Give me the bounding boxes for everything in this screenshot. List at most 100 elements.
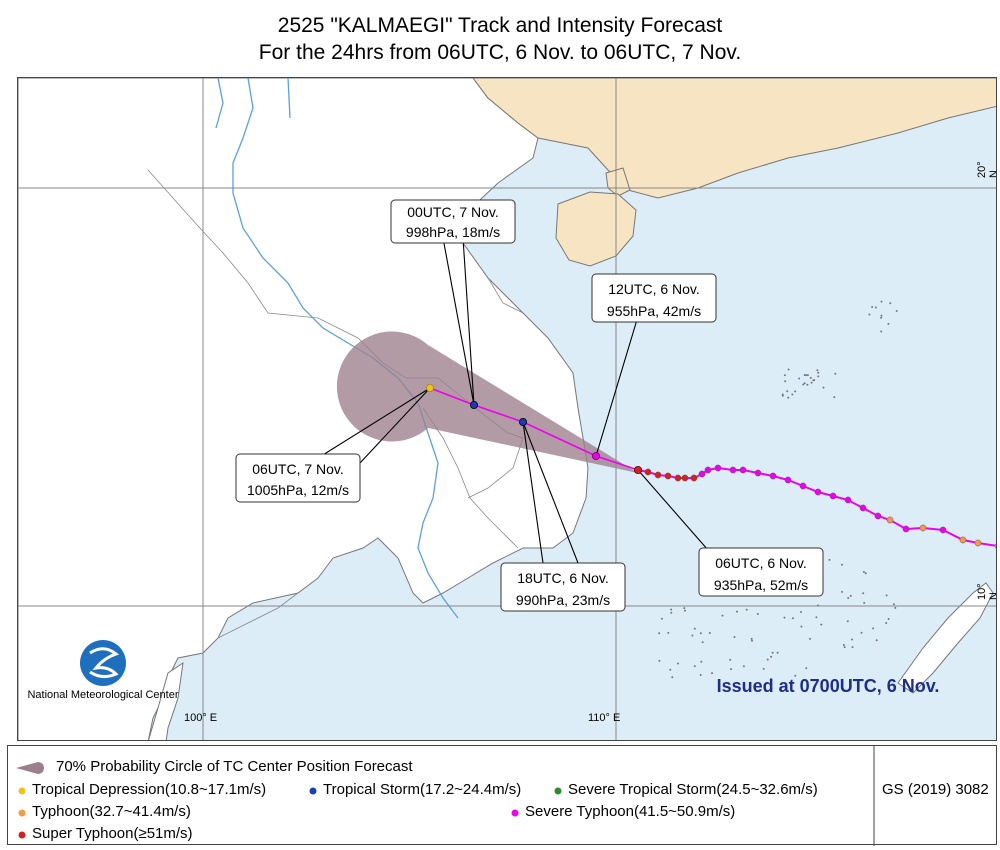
past-track-dot xyxy=(994,543,996,549)
callout-06utc-6nov[interactable]: 06UTC, 6 Nov. 935hPa, 52m/s xyxy=(698,547,824,597)
logo-org-text: National Meteorological Center xyxy=(27,689,178,701)
legend-probability-icon xyxy=(16,762,44,774)
island-dot xyxy=(847,597,850,599)
island-dot xyxy=(671,676,674,679)
island-dot xyxy=(842,644,845,646)
island-dot xyxy=(670,608,673,611)
legend-sty-icon xyxy=(511,809,519,817)
past-track-dot xyxy=(814,488,822,496)
island-dot xyxy=(885,594,888,597)
svg-text:00UTC, 7 Nov.: 00UTC, 7 Nov. xyxy=(407,204,499,220)
island-dot xyxy=(660,617,663,620)
island-dot xyxy=(787,396,790,399)
island-dot xyxy=(851,646,854,649)
callout-12utc-6nov[interactable]: 12UTC, 6 Nov. 955hPa, 42m/s xyxy=(591,273,717,323)
svg-text:12UTC, 6 Nov.: 12UTC, 6 Nov. xyxy=(608,281,700,297)
island-dot xyxy=(699,632,702,635)
island-dot xyxy=(815,616,818,619)
island-dot xyxy=(708,632,711,634)
past-track-dot xyxy=(654,471,662,479)
island-dot xyxy=(729,658,732,661)
island-dot xyxy=(871,306,874,308)
issued-time: Issued at 0700UTC, 6 Nov. xyxy=(717,676,940,696)
legend-td-icon xyxy=(18,787,26,795)
island-dot xyxy=(783,616,786,619)
island-dot xyxy=(802,383,805,386)
island-dot xyxy=(711,672,713,675)
island-dot xyxy=(701,641,704,644)
forecast-map[interactable]: 06UTC, 7 Nov. 1005hPa, 12m/s 00UTC, 7 No… xyxy=(17,77,997,741)
island-dot xyxy=(658,659,661,662)
island-dot xyxy=(691,634,694,637)
past-track-dot xyxy=(902,525,910,533)
legend-td-label: Tropical Depression(10.8~17.1m/s) xyxy=(32,781,267,798)
past-track-dot xyxy=(959,536,967,544)
island-dot xyxy=(742,665,745,668)
island-dot xyxy=(733,636,736,638)
island-dot xyxy=(670,611,673,614)
past-track-dot xyxy=(681,474,689,482)
island-dot xyxy=(841,563,843,566)
island-dot xyxy=(887,618,890,620)
island-dot xyxy=(683,607,686,610)
island-dot xyxy=(887,322,890,325)
svg-text:935hPa, 52m/s: 935hPa, 52m/s xyxy=(714,577,808,593)
island-dot xyxy=(841,590,843,593)
island-dot xyxy=(846,620,849,623)
island-dot xyxy=(787,368,790,371)
land-leizhou xyxy=(605,167,631,197)
legend-ts-label: Tropical Storm(17.2~24.4m/s) xyxy=(323,781,522,798)
probability-cone[interactable] xyxy=(336,331,638,474)
fc-point-06utc-7nov xyxy=(425,383,434,392)
past-track-dot xyxy=(690,474,698,482)
island-dot xyxy=(800,625,803,628)
past-track-dot xyxy=(784,476,792,484)
island-dot xyxy=(693,627,696,630)
past-track-dot xyxy=(886,516,894,524)
land-peninsula xyxy=(148,661,184,740)
island-dot xyxy=(745,608,748,611)
island-dot xyxy=(751,639,753,642)
svg-text:990hPa, 23m/s: 990hPa, 23m/s xyxy=(516,592,610,608)
legend-super-icon xyxy=(18,831,26,839)
svg-text:18UTC, 6 Nov.: 18UTC, 6 Nov. xyxy=(517,570,609,586)
past-track-dot xyxy=(714,464,722,472)
land-palawan xyxy=(897,582,994,694)
lat-label-20: 20° N xyxy=(976,161,996,178)
fc-point-18utc-6nov xyxy=(518,417,527,426)
fc-point-00utc-7nov xyxy=(469,400,478,409)
past-track-dot xyxy=(859,504,867,512)
svg-text:06UTC, 7 Nov.: 06UTC, 7 Nov. xyxy=(252,461,344,477)
callout-00utc-7nov[interactable]: 00UTC, 7 Nov. 998hPa, 18m/s xyxy=(390,199,516,244)
past-track-dot xyxy=(739,466,747,474)
lon-label-100: 100° E xyxy=(184,712,218,724)
callout-leader-lines xyxy=(309,237,709,564)
fc-point-12utc-6nov xyxy=(592,451,601,460)
island-dot xyxy=(658,632,661,635)
island-dot xyxy=(822,386,825,389)
island-dot xyxy=(798,377,801,380)
land-china xyxy=(472,78,996,199)
past-track-dot xyxy=(769,472,777,480)
legend-ts-icon xyxy=(309,787,317,795)
island-dot xyxy=(721,614,724,617)
island-dot xyxy=(677,662,679,665)
callout-06utc-7nov[interactable]: 06UTC, 7 Nov. 1005hPa, 12m/s xyxy=(235,453,361,503)
island-dot xyxy=(889,302,892,305)
island-dot xyxy=(791,393,794,396)
island-dot xyxy=(805,374,808,377)
island-dot xyxy=(803,374,806,376)
forecast-points[interactable] xyxy=(425,383,643,474)
svg-text:955hPa, 42m/s: 955hPa, 42m/s xyxy=(607,303,701,319)
island-dot xyxy=(843,646,846,649)
callout-18utc-6nov[interactable]: 18UTC, 6 Nov. 990hPa, 23m/s xyxy=(500,562,626,612)
fc-point-06utc-6nov xyxy=(634,465,643,474)
island-dot xyxy=(756,613,759,615)
island-dot xyxy=(806,383,809,386)
past-track-dot xyxy=(729,466,737,474)
island-dot xyxy=(863,601,866,604)
svg-text:1005hPa, 12m/s: 1005hPa, 12m/s xyxy=(247,482,349,498)
map-approval-code: GS (2019) 3082 xyxy=(882,781,989,798)
island-dot xyxy=(794,674,797,677)
island-dot xyxy=(809,637,811,640)
